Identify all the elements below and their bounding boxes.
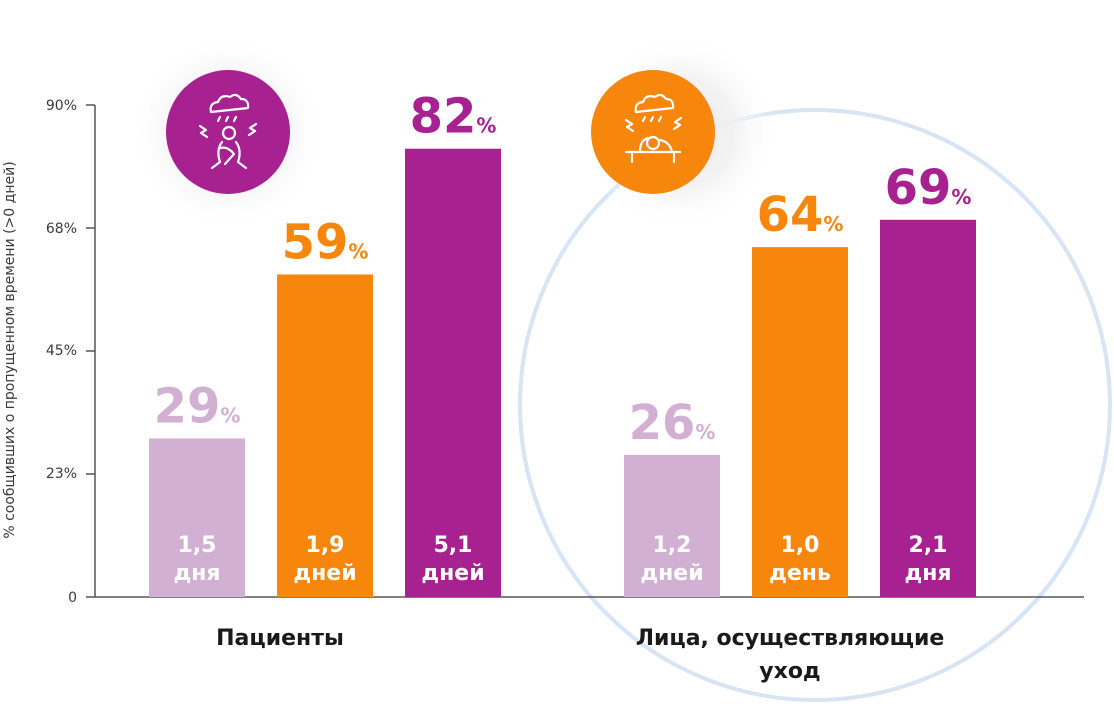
y-tick-label: 23% — [46, 466, 77, 482]
bar-value-number: 82 — [410, 89, 477, 145]
y-tick-label: 68% — [46, 221, 77, 237]
bar-value-percent-sign: % — [695, 420, 715, 444]
bar-days-value: 1,5 — [178, 533, 217, 558]
y-axis-label: % сообщивших о пропущенном времени (>0 д… — [2, 161, 18, 538]
bar-value-number: 26 — [629, 395, 696, 451]
y-tick-label: 0 — [68, 590, 77, 606]
group-label-caregivers-line1: Лица, осуществляющие — [636, 626, 945, 651]
group-label-caregivers-line2: уход — [759, 659, 820, 684]
y-axis: 90% 68% 45% 23% 0 — [46, 98, 96, 606]
bar — [405, 148, 501, 597]
bar-days-unit: дней — [421, 561, 484, 586]
bar-value-percent-sign: % — [951, 185, 971, 209]
y-tick-label: 90% — [46, 98, 77, 114]
bar-days-value: 2,1 — [909, 533, 948, 558]
bar-days-unit: дня — [904, 561, 951, 586]
bar-days-unit: дней — [640, 561, 703, 586]
bar-value-label: 64% — [757, 187, 844, 243]
bar-days-value: 1,9 — [306, 533, 345, 558]
bar-value-percent-sign: % — [823, 212, 843, 236]
bar — [149, 438, 245, 597]
storm-cloud-stressed-person-icon — [166, 70, 290, 194]
bar-days-value: 5,1 — [434, 533, 473, 558]
bar-value-label: 26% — [629, 395, 716, 451]
bar — [752, 247, 848, 597]
y-tick-marks — [86, 104, 95, 598]
bar-days-unit: дня — [173, 561, 220, 586]
bar-days-unit: день — [769, 561, 831, 586]
bar-value-percent-sign: % — [220, 403, 240, 427]
bar-value-label: 69% — [885, 160, 972, 216]
bar-days-value: 1,0 — [781, 533, 820, 558]
patients-icon-badge — [166, 70, 290, 194]
bar-value-number: 59 — [282, 214, 349, 270]
bar — [880, 219, 976, 598]
caregivers-highlight-circle — [518, 108, 1112, 702]
bar-value-label: 29% — [154, 378, 241, 434]
caregivers-icon-badge — [591, 70, 715, 194]
group-label-patients: Пациенты — [216, 626, 344, 651]
bar-days-unit: дней — [293, 561, 356, 586]
bar — [277, 274, 373, 597]
bar-value-percent-sign: % — [348, 239, 368, 263]
bar-value-percent-sign: % — [476, 114, 496, 138]
bar — [624, 454, 720, 597]
bar-value-label: 82% — [410, 89, 497, 145]
bars: 29% 1,5 дня 59% 1,9 дней 82% 5,1 дней 26% 1,2 дней 6… — [149, 89, 976, 598]
storm-cloud-person-resting-on-desk-icon — [591, 70, 715, 194]
bar-value-label: 59% — [282, 214, 369, 270]
bar-days-value: 1,2 — [653, 533, 692, 558]
y-tick-label: 45% — [46, 343, 77, 359]
bar-value-number: 69 — [885, 160, 952, 216]
bar-value-number: 29 — [154, 378, 221, 434]
bar-value-number: 64 — [757, 187, 824, 243]
